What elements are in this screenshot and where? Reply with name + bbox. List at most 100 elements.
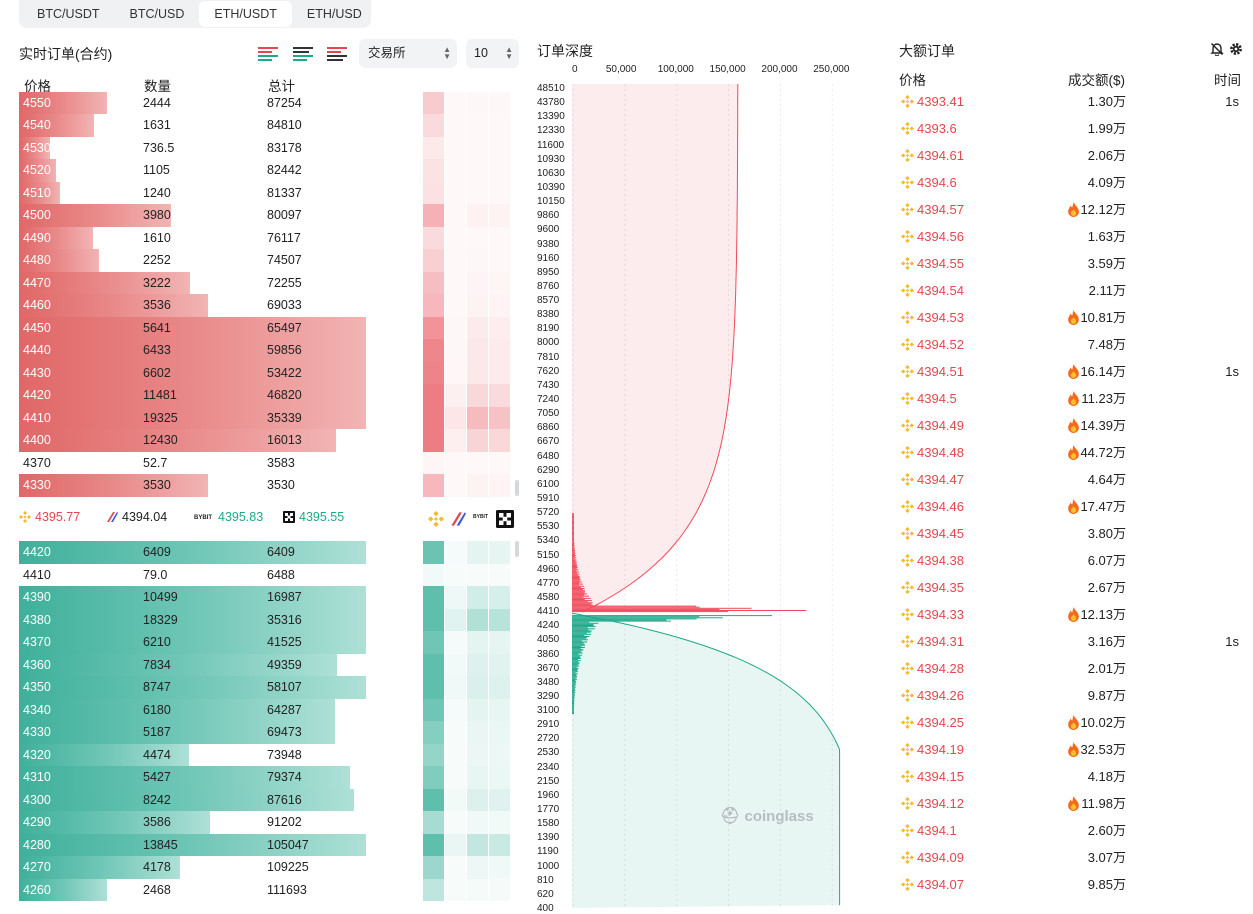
bid-order-row[interactable]: 4390 10499 16987 [19,586,369,609]
ask-heat-cell [467,316,488,339]
ask-order-row[interactable]: 4410 19325 35339 [19,406,369,429]
ask-level-bar [572,527,574,529]
large-order-row[interactable]: 4394.38 6.07万 [899,547,1244,574]
large-order-row[interactable]: 4394.6 4.09万 [899,169,1244,196]
ask-heat-cell [467,384,488,407]
bid-order-row[interactable]: 4380 18329 35316 [19,608,369,631]
ask-order-row[interactable]: 4430 6602 53422 [19,361,369,384]
bid-order-row[interactable]: 4410 79.0 6488 [19,564,369,587]
ask-level-bar [572,592,585,594]
ask-order-row[interactable]: 4530 736.5 83178 [19,136,369,159]
binance-icon [901,797,914,810]
bid-order-row[interactable]: 4350 8747 58107 [19,676,369,699]
large-order-row[interactable]: 4393.41 1.30万 1s [899,88,1244,115]
bid-order-row[interactable]: 4300 8242 87616 [19,788,369,811]
bid-order-row[interactable]: 4290 3586 91202 [19,811,369,834]
bid-order-row[interactable]: 4420 6409 6409 [19,541,369,564]
large-order-row[interactable]: 4394.52 7.48万 [899,331,1244,358]
ask-total: 87254 [267,95,302,110]
large-order-row[interactable]: 4394.57 12.12万 [899,196,1244,223]
large-order-row[interactable]: 4394.19 32.53万 [899,736,1244,763]
large-order-row[interactable]: 4394.25 10.02万 [899,709,1244,736]
fire-icon [1068,391,1080,406]
large-order-row[interactable]: 4394.1 2.60万 [899,817,1244,844]
tab-eth-usdt[interactable]: ETH/USDT [199,1,292,27]
view-asks-icon[interactable] [326,46,348,62]
exchange-select-value: 交易所 [368,46,406,60]
ask-order-row[interactable]: 4370 52.7 3583 [19,452,369,475]
view-both-icon[interactable] [257,46,279,62]
large-order-row[interactable]: 4393.6 1.99万 [899,115,1244,142]
ask-order-row[interactable]: 4460 3536 69033 [19,294,369,317]
ask-order-row[interactable]: 4510 1240 81337 [19,181,369,204]
large-order-row[interactable]: 4394.09 3.07万 [899,844,1244,871]
depth-level-select[interactable]: 10 ▲ ▼ [466,39,519,68]
order-amount: 44.72万 [1080,445,1126,460]
ask-order-row[interactable]: 4420 11481 46820 [19,384,369,407]
bid-order-row[interactable]: 4320 4474 73948 [19,743,369,766]
bid-order-row[interactable]: 4260 2468 111693 [19,878,369,901]
large-order-row[interactable]: 4394.35 2.67万 [899,574,1244,601]
bid-order-row[interactable]: 4280 13845 105047 [19,833,369,856]
tab-btc-usdt[interactable]: BTC/USDT [37,7,100,21]
large-order-row[interactable]: 4394.33 12.13万 [899,601,1244,628]
large-order-row[interactable]: 4394.51 16.14万 1s [899,358,1244,385]
large-order-row[interactable]: 4394.54 2.11万 [899,277,1244,304]
large-order-row[interactable]: 4394.48 44.72万 [899,439,1244,466]
order-amount: 14.39万 [1080,418,1126,433]
large-order-row[interactable]: 4394.49 14.39万 [899,412,1244,439]
asks-scrollbar[interactable] [515,480,519,496]
ask-order-row[interactable]: 4480 2252 74507 [19,249,369,272]
bid-level-bar [572,670,578,672]
ask-order-row[interactable]: 4520 1105 82442 [19,159,369,182]
ask-order-row[interactable]: 4400 12430 16013 [19,429,369,452]
gear-icon[interactable] [1229,42,1243,56]
tab-eth-usd[interactable]: ETH/USD [306,7,362,21]
large-order-row[interactable]: 4394.55 3.59万 [899,250,1244,277]
ask-order-row[interactable]: 4450 5641 65497 [19,316,369,339]
bid-order-row[interactable]: 4340 6180 64287 [19,698,369,721]
bid-heat-cell [423,563,444,586]
exchange-select[interactable]: 交易所 ▲ ▼ [359,39,457,68]
bid-level-bar [572,664,578,666]
bids-scrollbar[interactable] [515,541,519,557]
bid-order-row[interactable]: 4310 5427 79374 [19,766,369,789]
ask-level-bar [572,544,574,545]
large-order-row[interactable]: 4394.28 2.01万 [899,655,1244,682]
binance-icon [901,95,914,108]
large-order-row[interactable]: 4394.46 17.47万 [899,493,1244,520]
bid-order-row[interactable]: 4270 4178 109225 [19,856,369,879]
ask-order-row[interactable]: 4470 3222 72255 [19,271,369,294]
okx-icon [283,511,295,523]
view-bids-icon[interactable] [292,46,314,62]
ask-order-row[interactable]: 4500 3980 80097 [19,204,369,227]
large-order-row[interactable]: 4394.07 9.85万 [899,871,1244,898]
ask-order-row[interactable]: 4440 6433 59856 [19,339,369,362]
large-order-row[interactable]: 4394.15 4.18万 [899,763,1244,790]
ask-qty: 3536 [143,298,171,312]
large-order-row[interactable]: 4394.61 2.06万 [899,142,1244,169]
ask-order-row[interactable]: 4330 3530 3530 [19,474,369,497]
large-order-row[interactable]: 4394.56 1.63万 [899,223,1244,250]
ask-order-row[interactable]: 4550 2444 87254 [19,91,369,114]
bid-order-row[interactable]: 4360 7834 49359 [19,653,369,676]
bell-off-icon[interactable] [1210,42,1224,56]
large-order-row[interactable]: 4394.26 9.87万 [899,682,1244,709]
large-order-row[interactable]: 4394.12 11.98万 [899,790,1244,817]
ask-order-row[interactable]: 4490 1610 76117 [19,226,369,249]
large-order-row[interactable]: 4394.53 10.81万 [899,304,1244,331]
large-order-row[interactable]: 4394.31 3.16万 1s [899,628,1244,655]
tab-btc-usd[interactable]: BTC/USD [129,7,185,21]
large-order-row[interactable]: 4394.47 4.64万 [899,466,1244,493]
depth-chart[interactable] [572,84,864,908]
large-order-row[interactable]: 4394.5 11.23万 [899,385,1244,412]
ask-level-bar [572,567,578,569]
bid-order-row[interactable]: 4330 5187 69473 [19,721,369,744]
ask-order-row[interactable]: 4540 1631 84810 [19,114,369,137]
bid-order-row[interactable]: 4370 6210 41525 [19,631,369,654]
bid-level-bar [572,713,574,714]
ask-heat-cell [423,226,444,249]
ask-heat-cell [423,316,444,339]
ask-heat-cell [423,91,444,114]
large-order-row[interactable]: 4394.45 3.80万 [899,520,1244,547]
